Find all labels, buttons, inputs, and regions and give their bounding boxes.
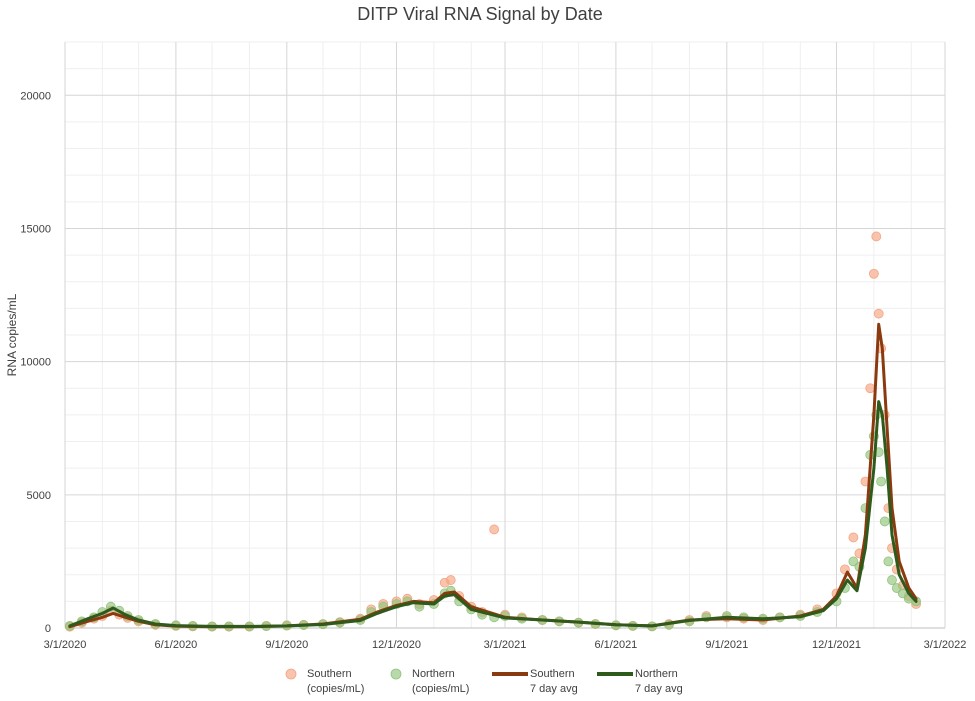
legend-label: Northern bbox=[412, 668, 455, 680]
y-tick-label: 10000 bbox=[20, 357, 51, 369]
x-tick-label: 12/1/2021 bbox=[812, 639, 861, 651]
chart-title: DITP Viral RNA Signal by Date bbox=[357, 4, 602, 24]
y-tick-labels: 0 5000 10000 15000 20000 bbox=[20, 90, 51, 635]
southern-point bbox=[489, 524, 500, 535]
x-tick-label: 6/1/2021 bbox=[594, 639, 637, 651]
x-tick-label: 12/1/2020 bbox=[372, 639, 421, 651]
northern-point bbox=[879, 516, 890, 527]
x-tick-label: 3/1/2020 bbox=[44, 639, 87, 651]
legend-label: Southern bbox=[530, 668, 575, 680]
southern-legend-marker bbox=[285, 668, 297, 680]
x-tick-label: 9/1/2021 bbox=[705, 639, 748, 651]
series-lines bbox=[68, 322, 918, 629]
northern-point bbox=[883, 556, 894, 567]
y-tick-label: 0 bbox=[45, 623, 51, 635]
x-tick-labels: 3/1/2020 6/1/2020 9/1/2020 12/1/2020 3/1/202… bbox=[44, 639, 967, 651]
southern-point bbox=[868, 268, 879, 279]
legend: Southern (copies/mL) Northern (copies/mL) So… bbox=[285, 668, 683, 695]
southern-point bbox=[445, 575, 456, 585]
legend-sublabel: 7 day avg bbox=[635, 683, 683, 695]
x-tick-label: 3/1/2022 bbox=[924, 639, 967, 651]
southern-point bbox=[871, 231, 882, 242]
southern_avg-line bbox=[68, 322, 918, 629]
legend-sublabel: 7 day avg bbox=[530, 683, 578, 695]
series-points bbox=[64, 231, 921, 632]
x-tick-label: 9/1/2020 bbox=[265, 639, 308, 651]
northern-point bbox=[887, 575, 897, 585]
northern-point bbox=[876, 476, 887, 487]
legend-label: Northern bbox=[635, 668, 678, 680]
legend-sublabel: (copies/mL) bbox=[307, 683, 364, 695]
northern_avg-line bbox=[68, 400, 918, 628]
y-tick-label: 20000 bbox=[20, 90, 51, 102]
southern-point bbox=[865, 383, 876, 394]
x-tick-label: 3/1/2021 bbox=[484, 639, 527, 651]
y-tick-label: 15000 bbox=[20, 223, 51, 235]
x-tick-label: 6/1/2020 bbox=[154, 639, 197, 651]
southern-point bbox=[873, 308, 884, 319]
grid-major bbox=[64, 42, 946, 629]
legend-label: Southern bbox=[307, 668, 352, 680]
legend-sublabel: (copies/mL) bbox=[412, 683, 469, 695]
y-axis-label: RNA copies/mL bbox=[5, 293, 19, 376]
southern-point bbox=[848, 532, 859, 543]
y-tick-label: 5000 bbox=[27, 490, 51, 502]
northern-legend-marker bbox=[390, 668, 402, 680]
